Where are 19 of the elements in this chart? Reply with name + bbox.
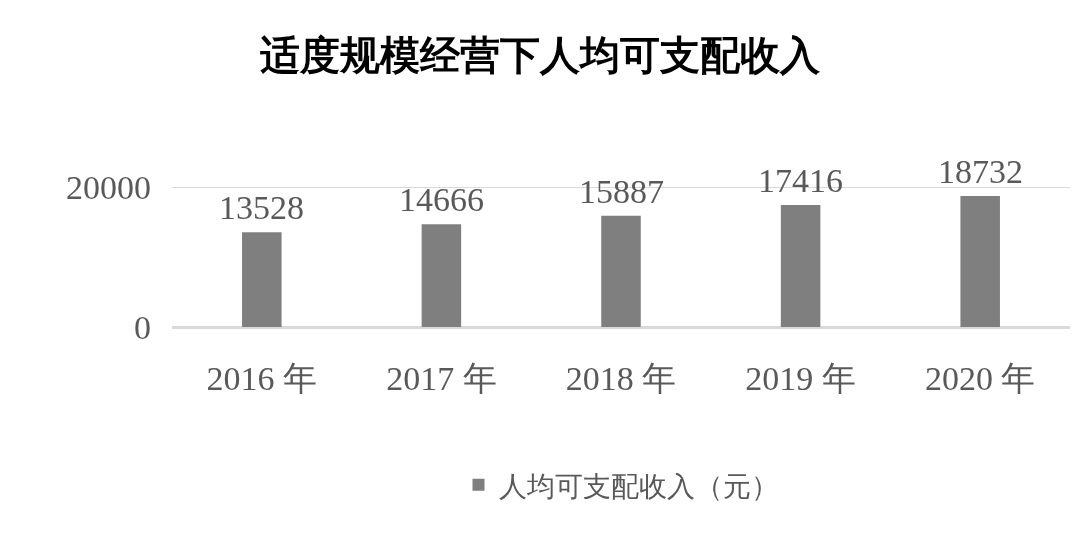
bar xyxy=(242,232,282,327)
bar xyxy=(421,224,462,327)
x-tick-label: 2020 年 xyxy=(924,359,1036,397)
bar xyxy=(601,215,641,327)
x-tick-label: 2016 年 xyxy=(206,359,318,397)
y-tick-label: 20000 xyxy=(66,168,151,206)
legend-label: 人均可支配收入（元） xyxy=(498,469,779,503)
data-label: 14666 xyxy=(399,181,484,218)
bar xyxy=(960,195,1000,327)
x-tick-label: 2017 年 xyxy=(386,359,497,397)
data-label: 17416 xyxy=(758,162,843,199)
y-tick-label: 0 xyxy=(134,308,151,346)
chart-title: 适度规模经营下人均可支配收入 xyxy=(260,31,821,78)
bar xyxy=(780,205,821,327)
x-tick-label: 2019 年 xyxy=(745,359,856,397)
data-label: 13528 xyxy=(219,189,304,226)
x-tick-label: 2018 年 xyxy=(565,359,677,397)
data-label: 15887 xyxy=(579,173,664,210)
data-label: 18732 xyxy=(938,153,1023,190)
